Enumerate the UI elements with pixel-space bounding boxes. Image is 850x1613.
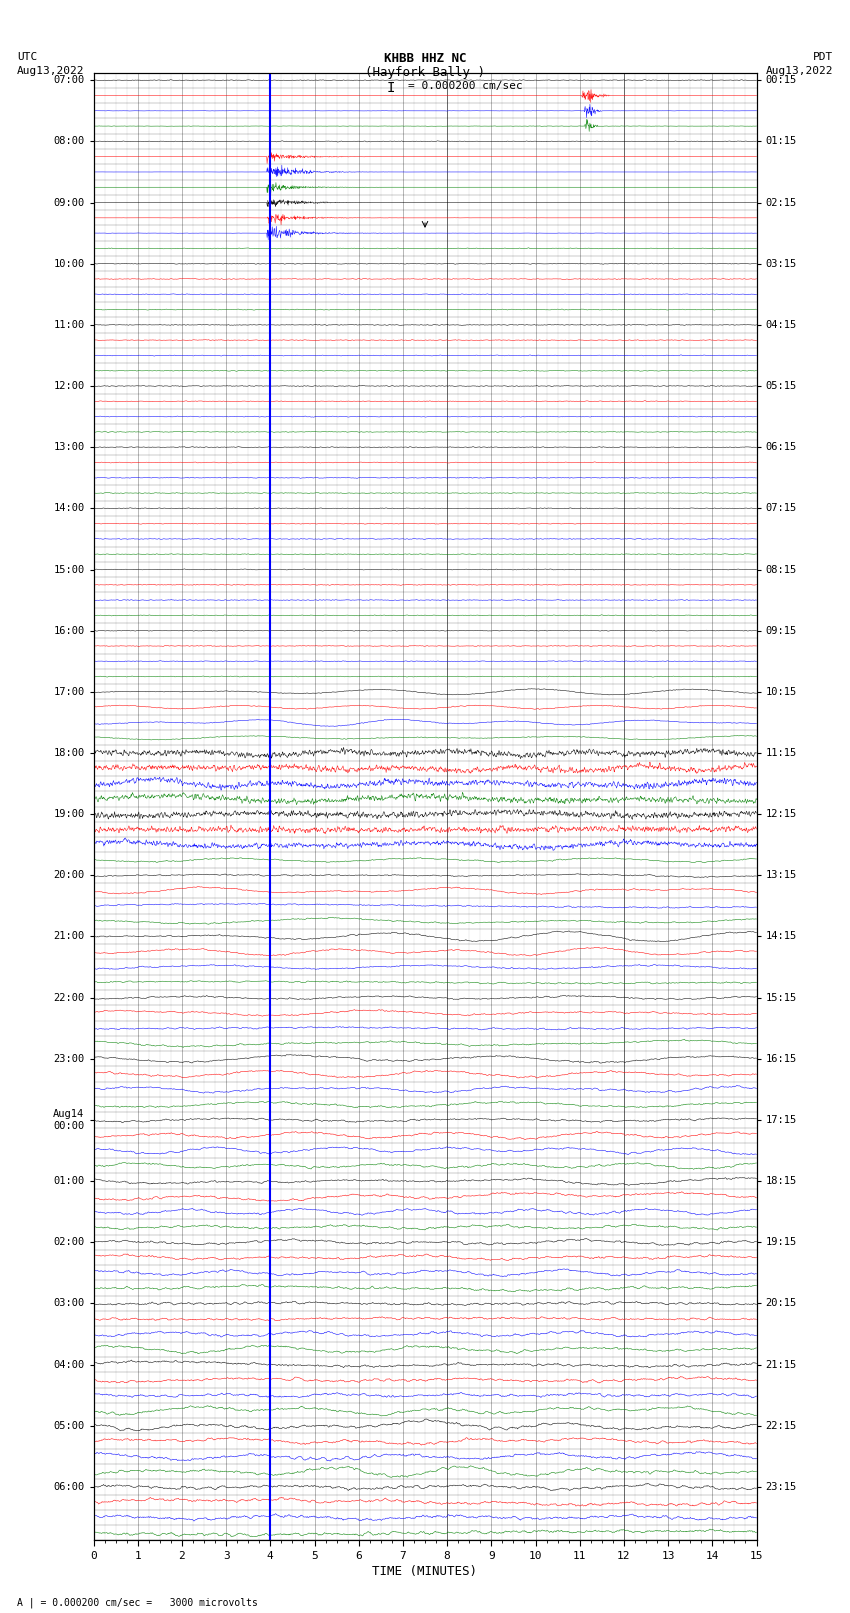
Text: A | = 0.000200 cm/sec =   3000 microvolts: A | = 0.000200 cm/sec = 3000 microvolts [17, 1597, 258, 1608]
Text: I: I [387, 81, 395, 95]
Text: Aug13,2022: Aug13,2022 [17, 66, 84, 76]
Text: (Hayfork Bally ): (Hayfork Bally ) [365, 66, 485, 79]
Text: UTC: UTC [17, 52, 37, 61]
Text: KHBB HHZ NC: KHBB HHZ NC [383, 52, 467, 65]
Text: PDT: PDT [813, 52, 833, 61]
Text: Aug13,2022: Aug13,2022 [766, 66, 833, 76]
X-axis label: TIME (MINUTES): TIME (MINUTES) [372, 1565, 478, 1578]
Text: = 0.000200 cm/sec: = 0.000200 cm/sec [408, 81, 523, 90]
